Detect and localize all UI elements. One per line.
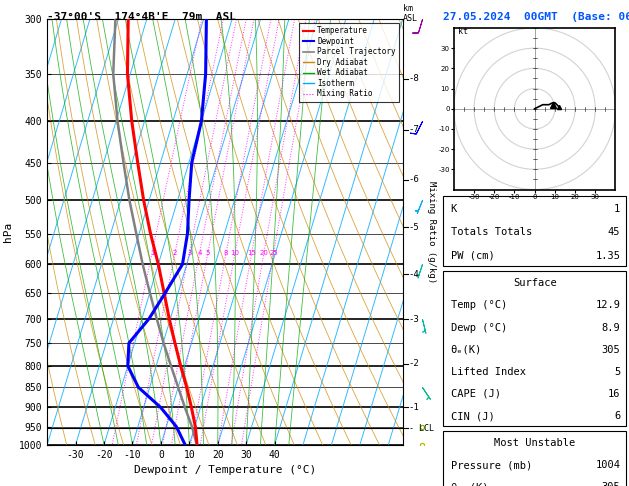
Text: Most Unstable: Most Unstable [494, 438, 576, 448]
Text: Dewp (°C): Dewp (°C) [451, 323, 507, 332]
Text: -5: -5 [409, 223, 420, 231]
Text: Mixing Ratio (g/kg): Mixing Ratio (g/kg) [428, 181, 437, 283]
Text: 1.35: 1.35 [596, 251, 620, 260]
Text: 15: 15 [247, 250, 256, 256]
Text: Temp (°C): Temp (°C) [451, 300, 507, 311]
Text: -37°00'S  174°4B'E  79m  ASL: -37°00'S 174°4B'E 79m ASL [47, 12, 236, 22]
Text: 16: 16 [608, 389, 620, 399]
Text: Lifted Index: Lifted Index [451, 367, 526, 377]
X-axis label: Dewpoint / Temperature (°C): Dewpoint / Temperature (°C) [134, 465, 316, 475]
Legend: Temperature, Dewpoint, Parcel Trajectory, Dry Adiabat, Wet Adiabat, Isotherm, Mi: Temperature, Dewpoint, Parcel Trajectory… [299, 23, 399, 102]
Text: 4: 4 [198, 250, 202, 256]
Text: CIN (J): CIN (J) [451, 411, 494, 421]
Text: -2: -2 [409, 359, 420, 368]
Text: -8: -8 [409, 74, 420, 84]
Text: 2: 2 [173, 250, 177, 256]
Text: 5: 5 [614, 367, 620, 377]
Text: -6: -6 [409, 175, 420, 184]
Y-axis label: hPa: hPa [3, 222, 13, 242]
Text: θₑ(K): θₑ(K) [451, 345, 482, 355]
Text: 25: 25 [269, 250, 278, 256]
Text: Surface: Surface [513, 278, 557, 288]
Text: -7: -7 [409, 125, 420, 134]
Text: Pressure (mb): Pressure (mb) [451, 460, 532, 470]
Text: 20: 20 [260, 250, 269, 256]
Text: -1: -1 [409, 402, 420, 412]
Text: 1004: 1004 [596, 460, 620, 470]
Text: 12.9: 12.9 [596, 300, 620, 311]
Text: km
ASL: km ASL [403, 3, 418, 23]
Text: -4: -4 [409, 270, 420, 278]
Text: 8.9: 8.9 [601, 323, 620, 332]
Text: kt: kt [458, 27, 468, 36]
Text: 45: 45 [608, 227, 620, 237]
Text: 305: 305 [601, 345, 620, 355]
Text: 27.05.2024  00GMT  (Base: 06): 27.05.2024 00GMT (Base: 06) [443, 12, 629, 22]
Text: PW (cm): PW (cm) [451, 251, 494, 260]
Text: 305: 305 [601, 483, 620, 486]
Text: - LCL: - LCL [409, 424, 434, 433]
Text: 8: 8 [224, 250, 228, 256]
Text: 5: 5 [206, 250, 210, 256]
Text: θₑ (K): θₑ (K) [451, 483, 488, 486]
Text: 10: 10 [231, 250, 240, 256]
Text: 1: 1 [150, 250, 154, 256]
Text: 1: 1 [614, 204, 620, 214]
Text: Totals Totals: Totals Totals [451, 227, 532, 237]
Text: CAPE (J): CAPE (J) [451, 389, 501, 399]
Text: -3: -3 [409, 315, 420, 324]
Text: 3: 3 [187, 250, 192, 256]
Text: 6: 6 [614, 411, 620, 421]
Text: K: K [451, 204, 457, 214]
